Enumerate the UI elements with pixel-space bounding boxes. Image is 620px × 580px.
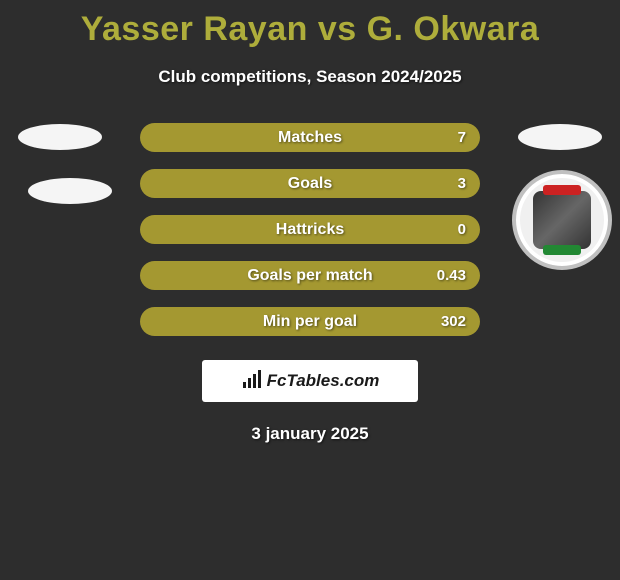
player-right-crest <box>512 170 612 270</box>
stat-bar-min-per-goal: Min per goal 302 <box>140 307 480 336</box>
brand-text: FcTables.com <box>267 371 380 391</box>
stat-label: Goals <box>288 175 332 193</box>
stat-bar-hattricks: Hattricks 0 <box>140 215 480 244</box>
date-text: 3 january 2025 <box>0 424 620 444</box>
stat-label: Matches <box>278 129 342 147</box>
stat-value: 302 <box>441 313 466 330</box>
subtitle: Club competitions, Season 2024/2025 <box>0 67 620 87</box>
branding-box[interactable]: FcTables.com <box>202 360 418 402</box>
stat-label: Goals per match <box>247 267 372 285</box>
player-left-badge-1 <box>18 124 102 150</box>
stat-value: 0 <box>458 221 466 238</box>
stat-bar-goals-per-match: Goals per match 0.43 <box>140 261 480 290</box>
crest-icon <box>533 191 591 249</box>
stat-value: 0.43 <box>437 267 466 284</box>
stat-value: 7 <box>458 129 466 146</box>
stat-value: 3 <box>458 175 466 192</box>
stat-label: Hattricks <box>276 221 344 239</box>
stat-label: Min per goal <box>263 313 357 331</box>
stat-bar-matches: Matches 7 <box>140 123 480 152</box>
stat-bar-goals: Goals 3 <box>140 169 480 198</box>
bar-chart-icon <box>241 368 263 395</box>
player-right-badge-1 <box>518 124 602 150</box>
player-left-badge-2 <box>28 178 112 204</box>
comparison-title: Yasser Rayan vs G. Okwara <box>0 0 620 49</box>
